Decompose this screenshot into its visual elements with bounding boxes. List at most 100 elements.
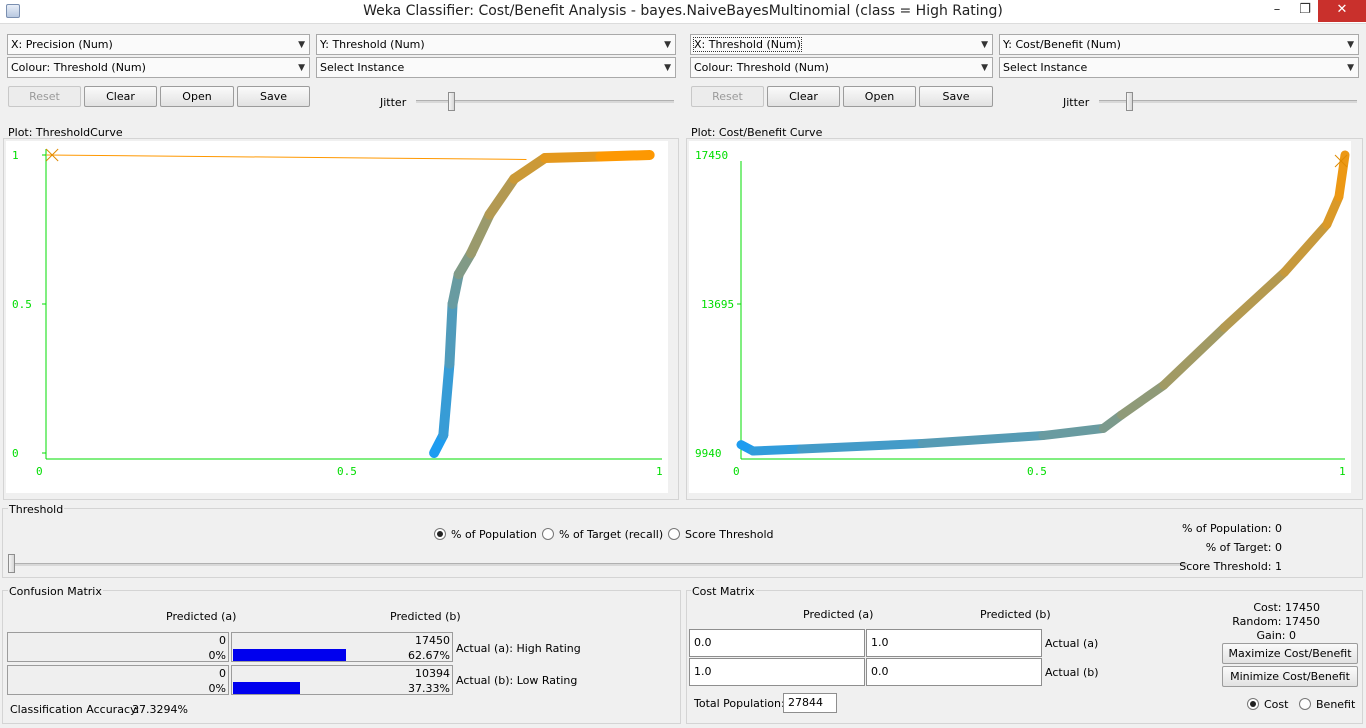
- confusion-cell-bb: 10394 37.33%: [231, 665, 453, 695]
- left-plot-area[interactable]: 1 0.5 0 0 0.5 1: [6, 141, 668, 493]
- minimize-cost-benefit-button[interactable]: Minimize Cost/Benefit: [1222, 666, 1358, 687]
- left-y-axis-select-value: Y: Threshold (Num): [320, 38, 425, 51]
- left-x-tick-label-0-5: 0.5: [337, 465, 357, 478]
- confusion-cell-ba: 0 0%: [7, 665, 229, 695]
- threshold-panel-title: Threshold: [8, 503, 65, 516]
- title-bar: Weka Classifier: Cost/Benefit Analysis -…: [0, 0, 1366, 24]
- left-jitter-slider[interactable]: [416, 100, 674, 103]
- radio-score-indicator[interactable]: [668, 528, 680, 540]
- chevron-down-icon: ▼: [1347, 40, 1354, 50]
- confusion-matrix-title: Confusion Matrix: [8, 585, 103, 598]
- chevron-down-icon: ▼: [1347, 63, 1354, 73]
- radio-population-indicator[interactable]: [434, 528, 446, 540]
- left-colour-select[interactable]: Colour: Threshold (Num) ▼: [7, 57, 310, 78]
- confusion-col-b-header: Predicted (b): [390, 610, 461, 623]
- threshold-curve-segment: [438, 358, 455, 441]
- left-y-axis-select[interactable]: Y: Threshold (Num) ▼: [316, 34, 676, 55]
- left-save-button[interactable]: Save: [237, 86, 310, 107]
- radio-population-label: % of Population: [451, 528, 537, 541]
- cost-benefit-curve-segment: [1159, 323, 1229, 390]
- right-open-button[interactable]: Open: [843, 86, 916, 107]
- maximize-cost-benefit-button[interactable]: Maximize Cost/Benefit: [1222, 643, 1358, 664]
- left-x-tick-label-0: 0: [36, 465, 43, 478]
- left-instance-select-value: Select Instance: [320, 61, 405, 74]
- stat-score: Score Threshold: 1: [1179, 560, 1282, 573]
- right-y-tick-label-17450: 17450: [695, 149, 729, 162]
- left-reset-button[interactable]: Reset: [8, 86, 81, 107]
- cost-benefit-curve-segment: [1038, 423, 1108, 441]
- confusion-row-a-label: Actual (a): High Rating: [456, 642, 581, 655]
- left-y-tick-label-1: 1: [12, 149, 19, 162]
- total-population-input[interactable]: 27844: [783, 693, 837, 713]
- threshold-curve-segment: [595, 150, 655, 162]
- cost-benefit-curve-segment: [1334, 150, 1350, 202]
- minimize-button[interactable]: –: [1273, 2, 1281, 17]
- left-instance-select[interactable]: Select Instance ▼: [316, 57, 676, 78]
- confusion-cell-aa: 0 0%: [7, 632, 229, 662]
- threshold-slider-thumb[interactable]: [8, 554, 15, 573]
- left-open-button[interactable]: Open: [160, 86, 234, 107]
- right-y-axis-select[interactable]: Y: Cost/Benefit (Num) ▼: [999, 34, 1359, 55]
- right-plot-area[interactable]: 17450 13695 9940 0 0.5 1: [689, 141, 1351, 493]
- right-x-tick-label-0: 0: [733, 465, 740, 478]
- cost-input-ab[interactable]: 1.0: [866, 629, 1042, 657]
- cost-summary-gain: Gain: 0: [1256, 629, 1297, 642]
- cost-input-ba[interactable]: 1.0: [689, 658, 865, 686]
- right-jitter-slider[interactable]: [1099, 100, 1357, 103]
- threshold-curve-segment: [466, 209, 495, 259]
- radio-cost-label: Cost: [1264, 698, 1289, 711]
- left-x-axis-select[interactable]: X: Precision (Num) ▼: [7, 34, 310, 55]
- right-reset-button[interactable]: Reset: [691, 86, 764, 107]
- chevron-down-icon: ▼: [981, 63, 988, 73]
- right-x-tick-label-1: 1: [1339, 465, 1346, 478]
- left-x-axis-select-value: X: Precision (Num): [11, 38, 113, 51]
- radio-benefit-indicator[interactable]: [1299, 698, 1311, 710]
- threshold-curve-segment: [509, 152, 550, 184]
- cost-input-bb[interactable]: 0.0: [866, 658, 1042, 686]
- confusion-count-ab: 17450: [415, 634, 450, 647]
- right-save-button[interactable]: Save: [919, 86, 993, 107]
- left-plot-panel: 1 0.5 0 0 0.5 1: [3, 138, 679, 500]
- radio-cost-indicator[interactable]: [1247, 698, 1259, 710]
- confusion-count-bb: 10394: [415, 667, 450, 680]
- close-button[interactable]: ✕: [1318, 0, 1366, 22]
- radio-target-indicator[interactable]: [542, 528, 554, 540]
- cost-benefit-curve-segment: [748, 444, 806, 456]
- right-clear-button[interactable]: Clear: [767, 86, 840, 107]
- threshold-curve-plot[interactable]: [6, 141, 668, 493]
- chevron-down-icon: ▼: [981, 40, 988, 50]
- right-y-tick-label-13695: 13695: [701, 298, 735, 311]
- cost-matrix-title: Cost Matrix: [691, 585, 756, 598]
- confusion-count-ba: 0: [219, 667, 226, 680]
- confusion-pct-bb: 37.33%: [408, 682, 450, 695]
- confusion-row-b-label: Actual (b): Low Rating: [456, 674, 578, 687]
- left-jitter-label: Jitter: [380, 96, 407, 109]
- cost-input-aa[interactable]: 0.0: [689, 629, 865, 657]
- right-colour-select[interactable]: Colour: Threshold (Num) ▼: [690, 57, 993, 78]
- right-y-axis-select-value: Y: Cost/Benefit (Num): [1003, 38, 1121, 51]
- cost-benefit-curve-plot[interactable]: [689, 141, 1351, 493]
- threshold-panel: [2, 508, 1363, 578]
- maximize-button[interactable]: ❐: [1299, 2, 1311, 17]
- cost-benefit-curve-segment: [917, 431, 1048, 448]
- right-jitter-label: Jitter: [1063, 96, 1090, 109]
- stat-population: % of Population: 0: [1181, 522, 1282, 535]
- radio-benefit-label: Benefit: [1316, 698, 1356, 711]
- left-clear-button[interactable]: Clear: [84, 86, 157, 107]
- left-x-tick-label-1: 1: [656, 465, 663, 478]
- confusion-cell-ab: 17450 62.67%: [231, 632, 453, 662]
- chevron-down-icon: ▼: [298, 40, 305, 50]
- right-instance-select[interactable]: Select Instance ▼: [999, 57, 1359, 78]
- confusion-pct-ab: 62.67%: [408, 649, 450, 662]
- threshold-slider[interactable]: [9, 563, 1187, 566]
- threshold-curve-start-marker: [45, 148, 59, 162]
- cost-col-b-header: Predicted (b): [980, 608, 1051, 621]
- right-x-axis-select[interactable]: X: Threshold (Num) ▼: [690, 34, 993, 55]
- left-jitter-slider-thumb[interactable]: [448, 92, 455, 111]
- chevron-down-icon: ▼: [298, 63, 305, 73]
- chevron-down-icon: ▼: [664, 40, 671, 50]
- right-x-tick-label-0-5: 0.5: [1027, 465, 1047, 478]
- total-population-label: Total Population:: [694, 697, 785, 710]
- cost-benefit-curve-end-marker: [1334, 154, 1348, 168]
- right-jitter-slider-thumb[interactable]: [1126, 92, 1133, 111]
